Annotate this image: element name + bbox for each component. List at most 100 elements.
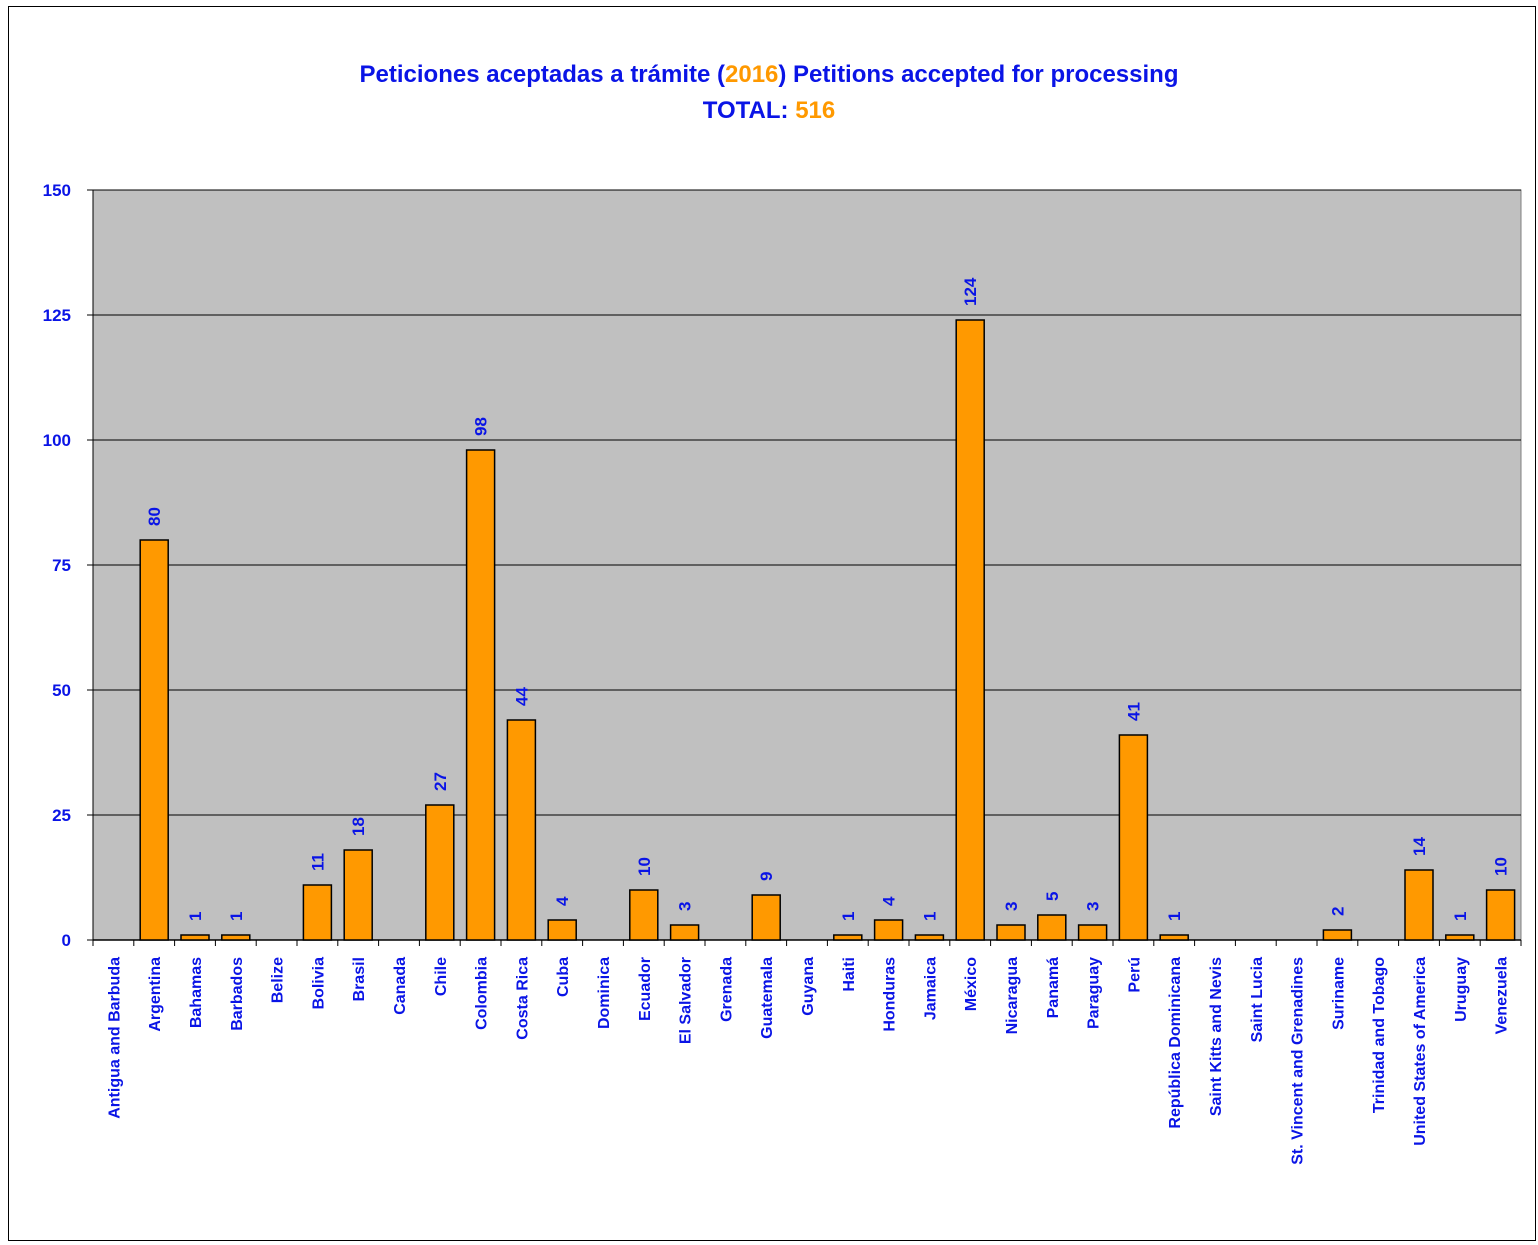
category-label: El Salvador	[678, 957, 695, 1044]
bar	[465, 449, 496, 941]
data-label: 124	[961, 277, 980, 306]
y-tick-label: 125	[43, 306, 71, 325]
category-label: Uruguay	[1453, 957, 1470, 1022]
category-label: Bahamas	[188, 957, 205, 1028]
bar	[506, 719, 537, 941]
data-label: 27	[431, 772, 450, 791]
category-label: Venezuela	[1494, 957, 1511, 1034]
data-label: 3	[1084, 902, 1103, 911]
category-label: República Dominicana	[1167, 957, 1184, 1129]
y-tick-label: 25	[52, 806, 71, 825]
bar	[1037, 914, 1067, 941]
category-label: Canada	[392, 957, 409, 1015]
chart-title: Peticiones aceptadas a trámite (2016) Pe…	[0, 57, 1538, 129]
category-label: United States of America	[1412, 957, 1429, 1146]
title-line-2: TOTAL: 516	[0, 93, 1538, 129]
category-label: Guyana	[800, 957, 817, 1016]
bar	[833, 934, 863, 941]
bar	[547, 919, 577, 941]
data-label: 80	[145, 507, 164, 526]
y-tick-label: 100	[43, 431, 71, 450]
category-label: Perú	[1126, 957, 1143, 993]
bar	[996, 924, 1026, 941]
bar	[343, 849, 373, 941]
category-label: Saint Kitts and Nevis	[1208, 957, 1225, 1116]
data-label: 1	[186, 912, 205, 921]
data-label: 1	[1451, 912, 1470, 921]
bar	[1159, 934, 1189, 941]
bar	[1118, 734, 1149, 941]
category-label: Colombia	[474, 957, 491, 1030]
category-label: Argentina	[147, 957, 164, 1032]
data-label: 10	[635, 857, 654, 876]
bar	[302, 884, 333, 941]
y-tick-label: 150	[43, 181, 71, 200]
category-label: Jamaica	[922, 957, 939, 1020]
category-label: Belize	[270, 957, 287, 1003]
bar	[669, 924, 700, 941]
category-label: Suriname	[1330, 957, 1347, 1030]
category-label: Cuba	[555, 957, 572, 997]
data-label: 4	[553, 896, 572, 906]
bar	[1322, 929, 1353, 941]
y-tick-label: 75	[52, 556, 71, 575]
category-label: St. Vincent and Grenadines	[1290, 957, 1307, 1165]
title-text-es: Peticiones aceptadas a trámite (	[359, 61, 725, 88]
data-label: 3	[676, 902, 695, 911]
category-label: México	[963, 957, 980, 1011]
category-label: Guatemala	[759, 957, 776, 1039]
data-label: 5	[1043, 892, 1062, 901]
category-label: Haiti	[841, 957, 858, 992]
data-label: 4	[880, 896, 899, 906]
category-label: Chile	[433, 957, 450, 996]
title-line-1: Peticiones aceptadas a trámite (2016) Pe…	[0, 57, 1538, 93]
data-label: 9	[757, 872, 776, 881]
category-label: Paraguay	[1086, 957, 1103, 1029]
total-label: TOTAL:	[702, 97, 796, 124]
bar	[914, 934, 945, 941]
category-label: Antigua and Barbuda	[106, 957, 123, 1119]
bar	[139, 539, 169, 941]
category-label: Panamá	[1045, 957, 1062, 1018]
category-label: Honduras	[882, 957, 899, 1032]
total-value: 516	[795, 97, 836, 124]
bar	[1485, 889, 1516, 941]
data-label: 1	[227, 912, 246, 921]
data-label: 10	[1492, 857, 1511, 876]
bar	[425, 804, 455, 941]
y-tick-label: 50	[52, 681, 71, 700]
bar	[1077, 924, 1108, 941]
category-label: Bolivia	[310, 957, 327, 1010]
category-label: Saint Lucia	[1249, 957, 1266, 1042]
category-label: Brasil	[351, 957, 368, 1001]
bar	[629, 889, 659, 941]
bar	[955, 319, 985, 941]
category-label: Nicaragua	[1004, 957, 1021, 1034]
data-label: 3	[1002, 902, 1021, 911]
bar	[1445, 934, 1475, 941]
data-label: 98	[472, 417, 491, 436]
category-label: Costa Rica	[514, 957, 531, 1040]
data-label: 14	[1410, 837, 1429, 856]
data-label: 41	[1124, 702, 1143, 721]
bar	[873, 919, 904, 941]
y-tick-label: 0	[62, 931, 71, 950]
bar	[180, 934, 210, 941]
data-label: 11	[308, 853, 327, 871]
data-label: 1	[839, 912, 858, 921]
bar	[221, 934, 251, 941]
category-label: Trinidad and Tobago	[1371, 957, 1388, 1113]
title-year: 2016	[725, 61, 779, 88]
data-label: 2	[1328, 907, 1347, 916]
category-label: Dominica	[596, 957, 613, 1029]
data-label: 44	[512, 687, 531, 706]
bar	[1404, 869, 1434, 941]
category-label: Barbados	[229, 957, 246, 1031]
data-label: 1	[1165, 912, 1184, 921]
data-label: 1	[920, 912, 939, 921]
bar	[751, 894, 781, 941]
category-label: Ecuador	[637, 957, 654, 1021]
title-text-en: ) Petitions accepted for processing	[778, 61, 1179, 88]
data-label: 18	[349, 817, 368, 836]
